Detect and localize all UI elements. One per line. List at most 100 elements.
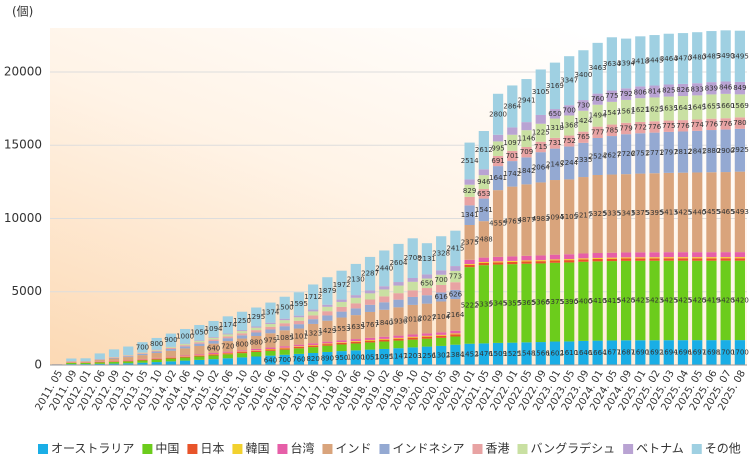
bar-segment bbox=[606, 136, 617, 175]
data-label: 3470 bbox=[674, 55, 692, 63]
bar-segment bbox=[222, 334, 233, 337]
data-label: 1698 bbox=[703, 349, 721, 357]
bar-segment bbox=[606, 258, 617, 262]
bar-segment bbox=[336, 342, 347, 345]
data-label: 2131 bbox=[418, 255, 436, 263]
bar-segment bbox=[620, 122, 632, 135]
bar-segment bbox=[507, 85, 518, 128]
legend-label: 台湾 bbox=[290, 441, 314, 456]
bar-segment bbox=[592, 258, 603, 262]
bar-segment bbox=[222, 351, 233, 353]
data-label: 653 bbox=[477, 190, 490, 198]
bar-segment bbox=[123, 355, 134, 357]
bar-segment bbox=[151, 362, 162, 365]
bar-segment bbox=[350, 295, 361, 298]
bar-segment bbox=[137, 353, 148, 354]
bar-segment bbox=[350, 263, 361, 296]
bar-segment bbox=[279, 354, 290, 365]
bar-segment bbox=[734, 128, 746, 172]
bar-segment bbox=[421, 333, 433, 336]
bar-segment bbox=[421, 335, 433, 337]
bar-segment bbox=[151, 357, 162, 359]
bar-segment bbox=[692, 258, 703, 261]
bar-segment bbox=[421, 243, 433, 275]
bar-segment bbox=[66, 358, 77, 362]
data-label: 1696 bbox=[674, 349, 692, 357]
bar-segment bbox=[521, 255, 532, 261]
bar-segment bbox=[635, 133, 646, 174]
bar-segment bbox=[578, 177, 589, 254]
bar-segment bbox=[322, 351, 333, 365]
bar-segment bbox=[592, 340, 603, 365]
legend-label: インドネシア bbox=[392, 442, 464, 456]
data-label: 2488 bbox=[475, 235, 493, 243]
bar-segment bbox=[94, 353, 105, 359]
data-label: 3418 bbox=[631, 57, 649, 65]
bar-segment bbox=[393, 243, 404, 283]
bar-segment bbox=[692, 260, 703, 341]
bar-segment bbox=[350, 303, 361, 309]
bar-segment bbox=[222, 338, 233, 342]
bar-segment bbox=[620, 257, 632, 259]
bar-segment bbox=[251, 307, 262, 327]
data-label: 2812 bbox=[674, 148, 692, 156]
bar-segment bbox=[578, 50, 589, 101]
bar-segment bbox=[350, 339, 361, 342]
data-label: 1302 bbox=[432, 351, 450, 359]
data-label: 1085 bbox=[276, 334, 294, 342]
bar-segment bbox=[620, 88, 632, 100]
data-label: 2604 bbox=[390, 259, 408, 267]
bar-segment bbox=[151, 350, 162, 352]
data-label: 2941 bbox=[518, 97, 536, 105]
data-label: 1972 bbox=[333, 281, 351, 289]
bar-segment bbox=[236, 357, 248, 365]
bar-segment bbox=[507, 260, 518, 262]
bar-segment bbox=[165, 361, 177, 365]
bar-segment bbox=[492, 134, 504, 142]
data-label: 1000 bbox=[176, 332, 194, 340]
bar-segment bbox=[137, 362, 148, 365]
bar-segment bbox=[507, 186, 518, 257]
data-label: 2064 bbox=[532, 163, 550, 171]
data-label: 3347 bbox=[560, 77, 578, 85]
bar-segment bbox=[535, 114, 546, 124]
data-label: 1842 bbox=[518, 167, 536, 175]
legend-swatch bbox=[38, 444, 48, 454]
bar-segment bbox=[322, 344, 333, 346]
bar-segment bbox=[137, 355, 148, 359]
bar-segment bbox=[592, 261, 603, 341]
bar-segment bbox=[478, 262, 489, 263]
data-label: 5425 bbox=[660, 296, 678, 304]
data-label: 1712 bbox=[304, 293, 322, 301]
data-label: 1494 bbox=[589, 112, 607, 120]
data-label: 730 bbox=[577, 101, 590, 109]
data-label: 800 bbox=[235, 340, 248, 348]
data-label: 1595 bbox=[290, 300, 308, 308]
bar-segment bbox=[464, 343, 475, 365]
data-label: 765 bbox=[577, 133, 590, 141]
bar-segment bbox=[364, 304, 376, 312]
data-label: 776 bbox=[719, 120, 733, 128]
bar-segment bbox=[265, 302, 276, 323]
bar-segment bbox=[492, 262, 504, 265]
bar-segment bbox=[578, 142, 589, 178]
bar-segment bbox=[336, 342, 347, 343]
data-label: 4877 bbox=[518, 216, 536, 224]
bar-segment bbox=[180, 344, 191, 346]
bar-segment bbox=[379, 336, 390, 339]
data-label: 2524 bbox=[589, 152, 607, 160]
bar-segment bbox=[208, 340, 219, 344]
data-label: 700 bbox=[563, 106, 576, 114]
bar-segment bbox=[720, 129, 731, 173]
bar-segment bbox=[535, 261, 546, 264]
bar-segment bbox=[606, 340, 617, 365]
legend-swatch bbox=[142, 444, 153, 454]
bar-segment bbox=[450, 344, 461, 365]
bar-segment bbox=[578, 258, 589, 260]
bar-segment bbox=[336, 344, 347, 352]
data-label: 1930 bbox=[390, 317, 408, 325]
bar-segment bbox=[407, 304, 418, 335]
legend-swatch bbox=[472, 444, 483, 454]
data-label: 700 bbox=[434, 276, 447, 284]
bar-segment bbox=[279, 349, 290, 355]
